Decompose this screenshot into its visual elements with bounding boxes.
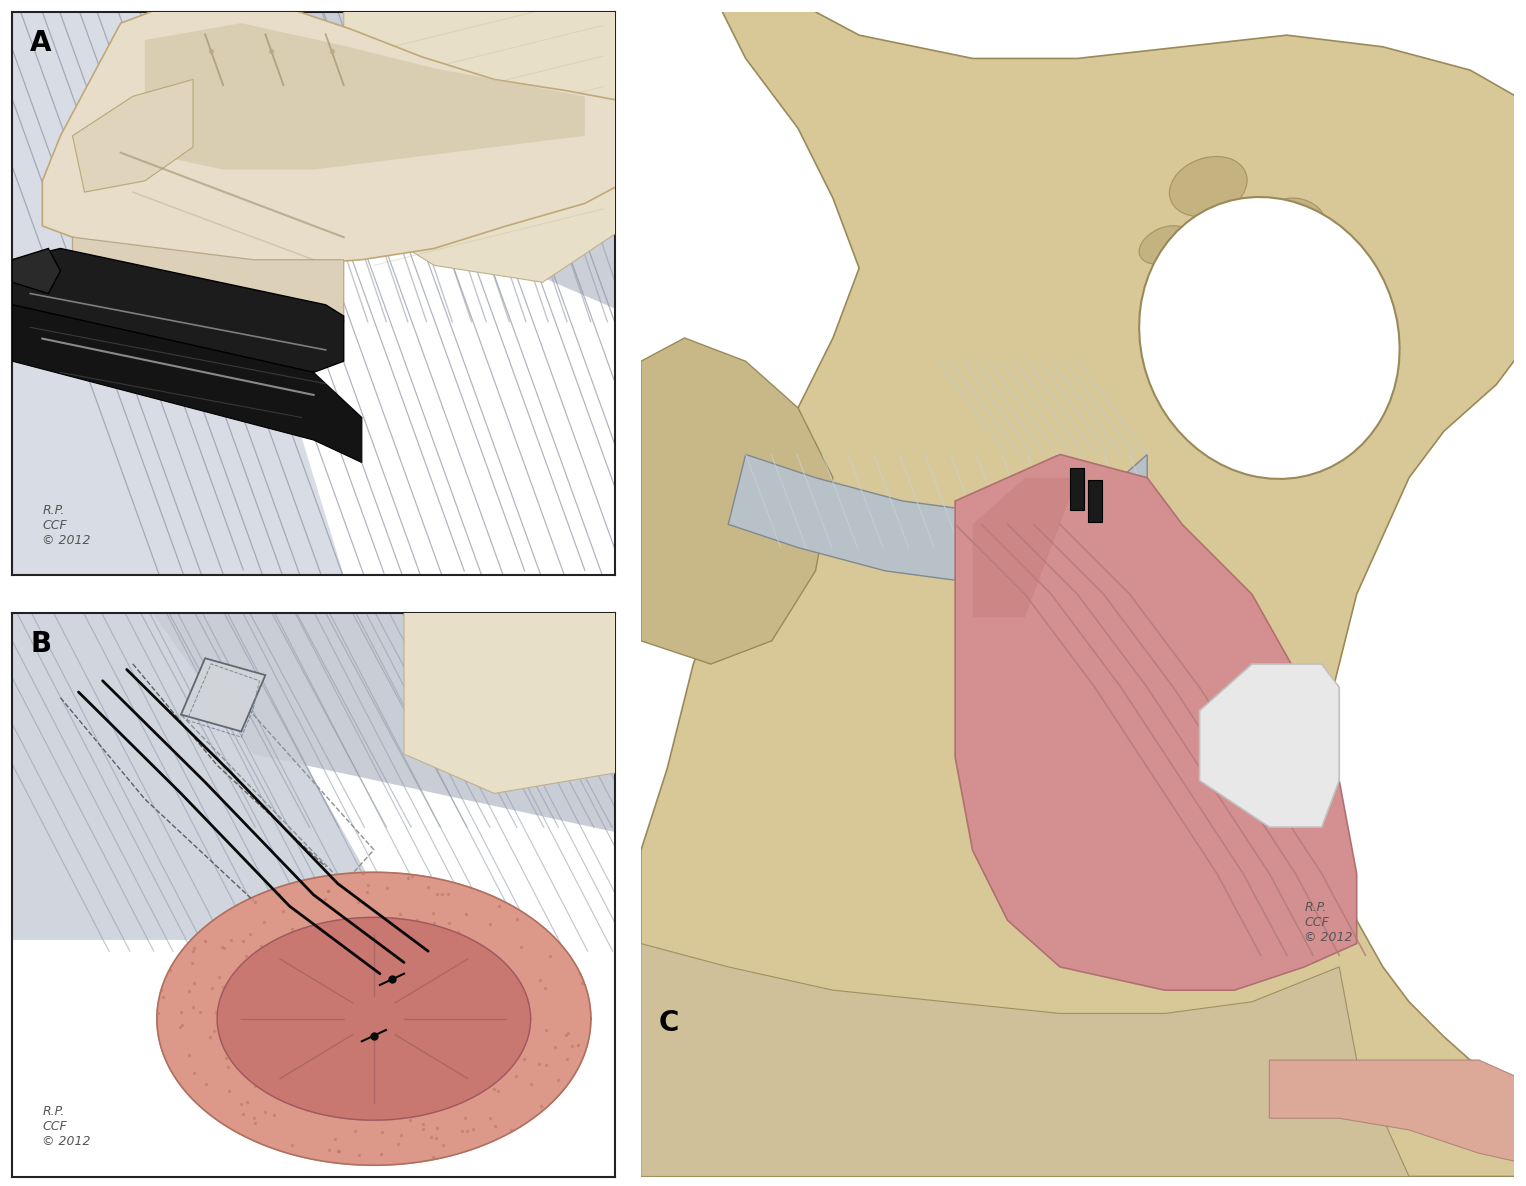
Polygon shape (12, 249, 343, 372)
Polygon shape (0, 0, 343, 575)
Polygon shape (145, 23, 584, 170)
Text: R.P.
CCF
© 2012: R.P. CCF © 2012 (1305, 900, 1354, 944)
Polygon shape (157, 873, 591, 1165)
Polygon shape (728, 454, 1148, 582)
Polygon shape (1199, 664, 1340, 827)
Polygon shape (955, 454, 1357, 990)
Polygon shape (1270, 1060, 1526, 1165)
Ellipse shape (1169, 157, 1247, 217)
Ellipse shape (1317, 274, 1361, 308)
Ellipse shape (1265, 198, 1326, 246)
Bar (1070, 468, 1085, 510)
Polygon shape (12, 305, 362, 463)
Polygon shape (641, 0, 1526, 1177)
Text: A: A (31, 28, 52, 57)
Polygon shape (73, 237, 343, 327)
Polygon shape (182, 658, 266, 732)
Polygon shape (641, 944, 1408, 1177)
Polygon shape (343, 0, 627, 282)
Polygon shape (0, 585, 404, 940)
Ellipse shape (1138, 225, 1190, 264)
Polygon shape (133, 585, 645, 839)
Text: B: B (31, 630, 52, 658)
Polygon shape (43, 0, 627, 266)
Ellipse shape (1225, 244, 1279, 292)
Polygon shape (972, 478, 1077, 618)
Ellipse shape (1239, 302, 1300, 350)
Ellipse shape (1140, 197, 1399, 479)
Bar (1088, 480, 1102, 522)
Polygon shape (73, 79, 192, 192)
Polygon shape (12, 249, 61, 294)
Text: R.P.
CCF
© 2012: R.P. CCF © 2012 (43, 504, 92, 547)
Polygon shape (192, 0, 645, 321)
Text: R.P.
CCF
© 2012: R.P. CCF © 2012 (43, 1105, 92, 1148)
Polygon shape (641, 338, 833, 664)
Text: C: C (658, 1009, 679, 1037)
Polygon shape (404, 602, 627, 793)
Polygon shape (217, 918, 531, 1120)
